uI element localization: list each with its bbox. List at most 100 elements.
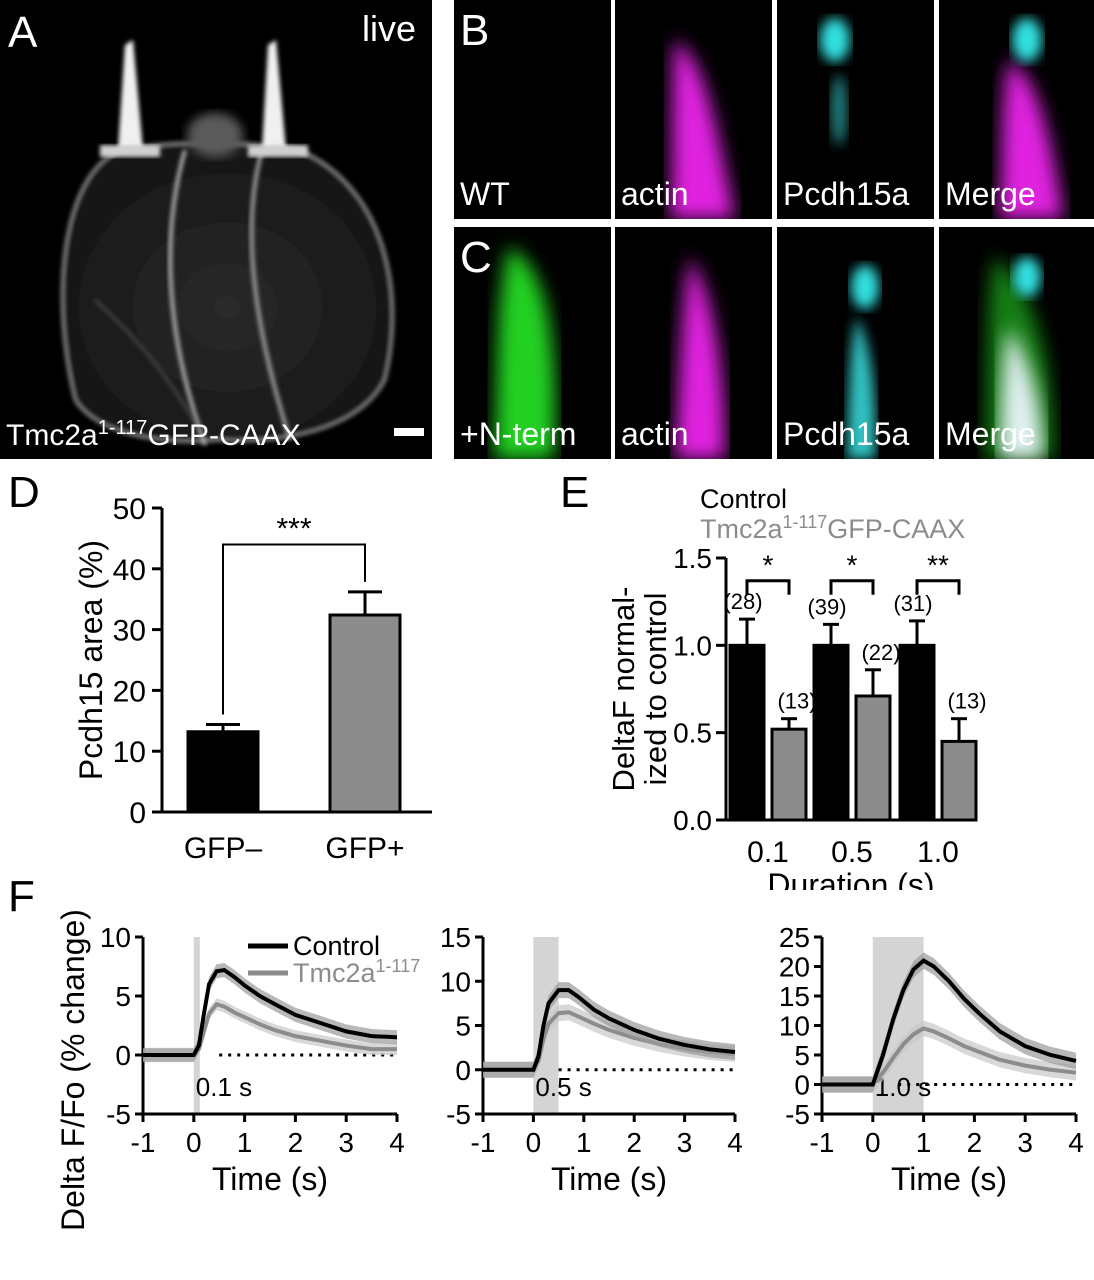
y-tick-label: 0 [794,1070,810,1101]
y-tick-label: 10 [100,922,131,953]
bar [898,643,936,822]
panel-f-letter: F [8,872,35,921]
x-tick-label: 2 [967,1127,983,1158]
tile-b-pcdh15a: Pcdh15a [777,0,934,219]
tile-c-pcdh15a: Pcdh15a [777,227,934,459]
bar [812,643,850,822]
significance-bracket [745,579,791,595]
y-tick-label: 1.5 [673,543,712,574]
x-tick-label: 1 [576,1127,592,1158]
x-tick-label: 0 [526,1127,542,1158]
tile-label: +N-term [460,416,577,452]
panel-c-letter: C [460,233,492,282]
x-tick-label: 0 [865,1127,881,1158]
bar [328,613,402,814]
x-tick-label: 1.0 [917,836,959,869]
legend-control: Control [700,484,787,514]
x-axis-label: Duration (s) [767,867,934,890]
tile-label: actin [621,176,689,212]
bar [186,730,260,814]
tile-c-actin: actin [615,227,772,459]
tile-b-actin: actin [615,0,772,219]
y-tick-label: 50 [113,493,146,526]
x-axis-label: Time (s) [891,1161,1007,1197]
x-tick-label: 1 [237,1127,253,1158]
x-tick-label: 4 [1068,1127,1084,1158]
significance-stars: *** [276,512,311,545]
x-tick-label: -1 [471,1127,496,1158]
y-tick-label: 5 [794,1040,810,1071]
x-tick-label: 3 [338,1127,354,1158]
bar [770,727,808,822]
x-tick-label: 0 [186,1127,202,1158]
y-tick-label: 30 [113,615,146,648]
tile-b-wt: B WT [454,0,611,219]
series-line [822,1026,1077,1087]
legend-control: Control [293,931,380,961]
y-tick-label: 5 [455,1011,471,1042]
y-tick-label: 0 [455,1055,471,1086]
series-line [483,988,736,1072]
legend-tmc: Tmc2a1-117GFP-CAAX [700,512,965,544]
y-axis-label-1: DeltaF normal- [606,587,641,792]
bar [854,694,892,822]
y-tick-label: 10 [113,736,146,769]
x-axis-label: Time (s) [212,1161,328,1197]
n-label: (13) [947,689,986,714]
error-band [143,962,397,1063]
significance-bracket [915,579,961,595]
x-tick-label: 4 [389,1127,405,1158]
x-tick-label: 3 [677,1127,693,1158]
y-tick-label: 0.5 [673,718,712,749]
x-tick-label: 1 [916,1127,932,1158]
y-axis-label: Delta F/Fo (% change) [55,909,91,1231]
y-axis-label: Pcdh15 area (%) [73,540,109,780]
y-tick-label: 25 [779,922,810,953]
x-tick-label: 2 [288,1127,304,1158]
bar [728,643,766,822]
x-tick-label: 0.5 [831,836,873,869]
y-tick-label: 15 [440,922,471,953]
y-tick-label: 10 [440,966,471,997]
tile-label: Merge [945,416,1036,452]
x-tick-label: 2 [626,1127,642,1158]
y-tick-label: -5 [785,1099,810,1130]
x-tick-label: 3 [1017,1127,1033,1158]
bar [940,739,978,822]
panel-a-letter: A [8,8,38,57]
tile-label: Pcdh15a [783,416,910,452]
y-tick-label: -5 [446,1099,471,1130]
tile-c-merge: Merge [939,227,1094,459]
n-label: (39) [807,594,846,619]
x-tick-label: 4 [727,1127,743,1158]
stimulus-window [193,937,200,1114]
x-tick-label: 0.1 [747,836,789,869]
legend-tmc: Tmc2a1-117 [293,956,420,988]
panel-a-live-tag: live [361,8,416,49]
significance-stars: * [763,550,774,581]
significance-stars: * [847,550,858,581]
panel-d-letter: D [8,468,40,517]
x-tick-label: GFP+ [325,832,404,865]
x-tick-label: GFP– [184,832,263,865]
y-tick-label: 1.0 [673,630,712,661]
hair-cell-image [60,40,424,446]
tile-c-nterm: C +N-term [454,227,611,459]
x-tick-label: -1 [810,1127,835,1158]
y-axis-label-2: ized to control [638,593,673,786]
significance-stars: ** [927,550,949,581]
y-tick-label: 20 [113,675,146,708]
y-tick-label: 15 [779,981,810,1012]
tile-label: Pcdh15a [783,176,910,212]
y-tick-label: 40 [113,554,146,587]
y-tick-label: 0.0 [673,805,712,836]
error-band [822,1020,1076,1093]
panel-a-construct-label: Tmc2a1-117GFP-CAAX [6,417,301,452]
n-label: (22) [861,640,900,665]
panel-b-letter: B [460,6,490,55]
x-tick-label: -1 [131,1127,156,1158]
tile-label: Merge [945,176,1036,212]
